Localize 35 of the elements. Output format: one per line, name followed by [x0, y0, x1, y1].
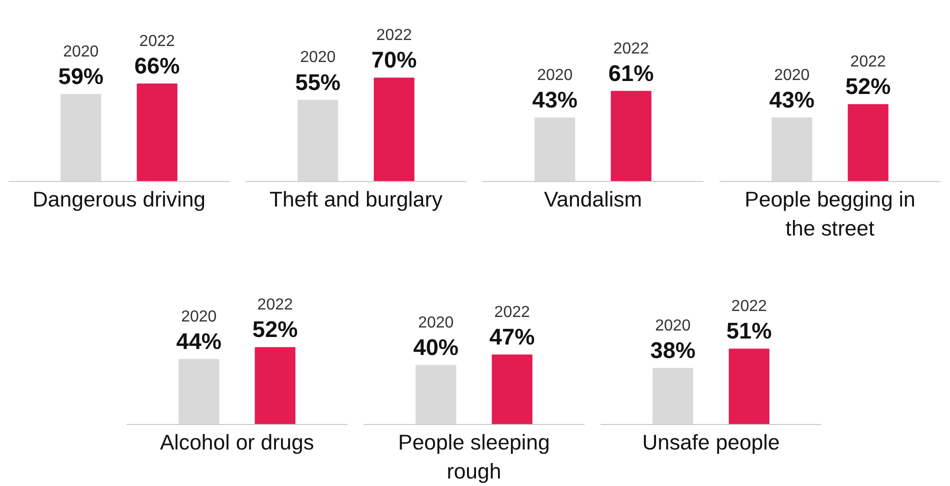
x-tick-label: 2022	[731, 298, 767, 316]
data-label: 52%	[252, 316, 298, 342]
data-label: 61%	[608, 60, 654, 86]
data-label: 55%	[295, 68, 341, 95]
data-label: 43%	[532, 86, 578, 113]
x-axis-title: People sleeping rough	[398, 430, 550, 484]
data-label: 44%	[176, 328, 222, 354]
data-label: 43%	[769, 86, 815, 113]
data-label: 66%	[134, 52, 180, 79]
data-label: 59%	[58, 62, 104, 89]
data-label: 51%	[726, 318, 772, 344]
x-axis-title: Unsafe people	[642, 430, 780, 454]
x-tick-label: 2020	[181, 308, 217, 326]
x-axis-title: Vandalism	[544, 188, 642, 212]
data-label: 38%	[650, 336, 696, 363]
x-tick-label: 2020	[63, 43, 99, 60]
x-tick-label: 2022	[613, 40, 649, 58]
x-tick-label: 2020	[300, 49, 336, 66]
x-tick-label: 2020	[537, 66, 573, 84]
x-tick-label: 2022	[494, 304, 530, 322]
x-tick-label: 2022	[139, 32, 175, 50]
x-tick-label: 2020	[418, 314, 454, 332]
x-tick-label: 2022	[376, 27, 412, 44]
x-tick-label: 2020	[774, 66, 810, 84]
data-label: 52%	[845, 73, 891, 100]
x-axis-title: Alcohol or drugs	[160, 430, 314, 454]
data-label: 70%	[371, 46, 417, 73]
x-tick-label: 2020	[655, 317, 691, 334]
x-axis-title: People begging in the street	[744, 188, 916, 240]
data-label: 47%	[489, 324, 535, 350]
x-axis-title: Dangerous driving	[32, 188, 206, 212]
x-axis-title: Theft and burglary	[269, 188, 443, 212]
x-tick-label: 2022	[850, 54, 886, 71]
data-label: 40%	[413, 334, 459, 360]
x-tick-label: 2022	[257, 296, 293, 314]
